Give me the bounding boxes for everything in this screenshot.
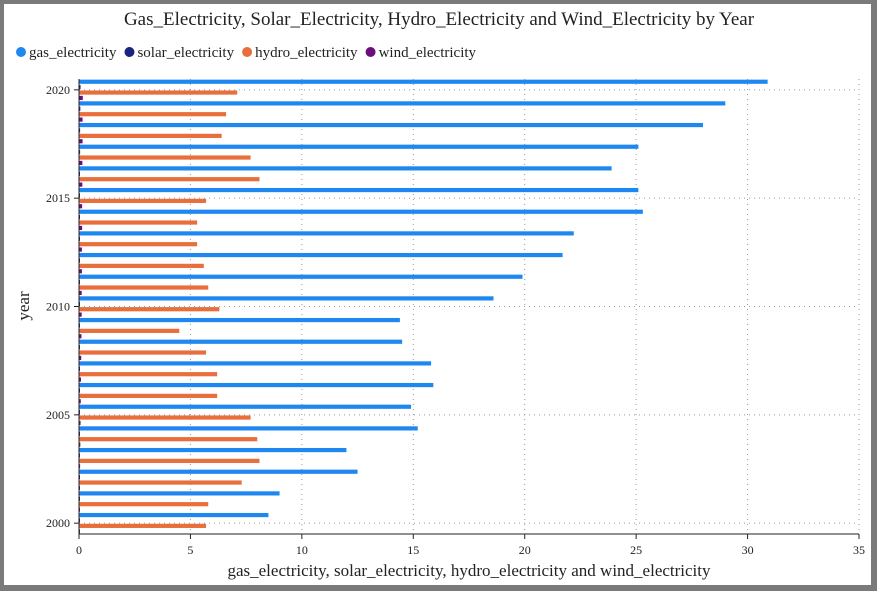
x-tick-label: 5 (187, 543, 193, 557)
bar-wind_electricity-2018 (79, 139, 83, 144)
x-tick-label: 20 (519, 543, 531, 557)
gridlines (79, 79, 860, 534)
bar-gas_electricity-2014 (79, 209, 643, 214)
bar-hydro_electricity-2006 (79, 393, 218, 398)
bars (79, 79, 768, 534)
bar-gas_electricity-2003 (79, 447, 347, 453)
bar-gas_electricity-2009 (79, 317, 400, 323)
legend-label-gas_electricity: gas_electricity (29, 45, 117, 61)
chart-title: Gas_Electricity, Solar_Electricity, Hydr… (124, 9, 755, 30)
bar-wind_electricity-2010 (79, 312, 82, 317)
bar-hydro_electricity-2002 (79, 480, 242, 485)
bar-gas_electricity-2000 (79, 512, 269, 518)
legend-swatch-hydro_electricity (242, 47, 253, 57)
bar-gas_electricity-2006 (79, 382, 434, 388)
bar-gas_electricity-2007 (79, 361, 432, 366)
bar-gas_electricity-2017 (79, 144, 639, 149)
bar-gas_electricity-2011 (79, 274, 523, 279)
bar-wind_electricity-2016 (79, 182, 83, 187)
bar-gas_electricity-2002 (79, 469, 358, 474)
y-tick-label: 2010 (46, 300, 70, 314)
bar-wind_electricity-2013 (79, 247, 82, 252)
bar-wind_electricity-2006 (79, 399, 81, 404)
bar-wind_electricity-2020 (79, 95, 83, 101)
legend-swatch-solar_electricity (124, 47, 135, 57)
bar-wind_electricity-2019 (79, 117, 83, 122)
bar-hydro_electricity-2001 (79, 502, 209, 507)
legend-label-solar_electricity: solar_electricity (137, 45, 234, 61)
bar-hydro_electricity-2000 (79, 523, 207, 528)
bar-hydro_electricity-2009 (79, 328, 180, 333)
y-axis-ticks: 2000 2005 2010 2015 2020 (46, 83, 79, 530)
bar-hydro_electricity-2005 (79, 415, 251, 420)
legend-swatch-wind_electricity (365, 47, 376, 57)
bar-gas_electricity-2010 (79, 296, 494, 301)
bar-solar_electricity-2018 (79, 128, 81, 133)
bar-wind_electricity-2015 (79, 204, 83, 209)
x-axis-label: gas_electricity, solar_electricity, hydr… (227, 561, 711, 580)
bar-hydro_electricity-2015 (79, 198, 207, 203)
bar-wind_electricity-2009 (79, 334, 82, 339)
y-tick-label: 2005 (46, 408, 70, 422)
chart-frame: Gas_Electricity, Solar_Electricity, Hydr… (4, 4, 871, 585)
bar-gas_electricity-2015 (79, 187, 639, 193)
legend-label-wind_electricity: wind_electricity (379, 45, 477, 61)
bar-gas_electricity-2005 (79, 404, 412, 409)
bar-wind_electricity-2011 (79, 290, 82, 296)
bar-hydro_electricity-2010 (79, 307, 220, 312)
legend-swatch-gas_electricity (16, 47, 26, 57)
bar-solar_electricity-2019 (79, 106, 81, 111)
bar-hydro_electricity-2016 (79, 177, 260, 182)
x-tick-label: 35 (853, 543, 865, 557)
bar-wind_electricity-2008 (79, 355, 82, 361)
bar-gas_electricity-2013 (79, 231, 574, 236)
x-tick-label: 15 (407, 543, 419, 557)
bar-wind_electricity-2003 (79, 464, 81, 469)
x-tick-label: 25 (630, 543, 642, 557)
bar-wind_electricity-2005 (79, 420, 81, 426)
bar-hydro_electricity-2013 (79, 242, 198, 247)
bar-hydro_electricity-2004 (79, 437, 258, 442)
bar-wind_electricity-2004 (79, 442, 81, 447)
bar-chart: Gas_Electricity, Solar_Electricity, Hydr… (14, 9, 865, 580)
legend: gas_electricity solar_electricity hydro_el… (16, 45, 477, 61)
bar-gas_electricity-2019 (79, 101, 726, 106)
bar-hydro_electricity-2017 (79, 155, 251, 160)
bar-gas_electricity-2001 (79, 491, 280, 496)
bar-gas_electricity-2018 (79, 122, 703, 128)
x-tick-label: 0 (76, 543, 82, 557)
bar-wind_electricity-2012 (79, 269, 82, 274)
bar-wind_electricity-2007 (79, 377, 82, 382)
bar-hydro_electricity-2014 (79, 220, 198, 225)
bar-solar_electricity-2017 (79, 150, 81, 155)
x-axis-ticks: 0 5 10 15 20 25 30 35 (76, 534, 865, 557)
bar-hydro_electricity-2011 (79, 285, 209, 290)
bar-hydro_electricity-2003 (79, 458, 260, 463)
bar-gas_electricity-2004 (79, 426, 418, 431)
bar-gas_electricity-2016 (79, 166, 612, 171)
bar-gas_electricity-2012 (79, 252, 563, 258)
y-tick-label: 2000 (46, 516, 70, 530)
x-tick-label: 30 (742, 543, 754, 557)
bar-hydro_electricity-2020 (79, 90, 238, 95)
y-tick-label: 2020 (46, 83, 70, 97)
y-axis-label: year (14, 291, 33, 321)
bar-gas_electricity-2008 (79, 339, 403, 344)
bar-hydro_electricity-2008 (79, 350, 207, 355)
bar-wind_electricity-2017 (79, 160, 83, 166)
bar-hydro_electricity-2019 (79, 112, 227, 117)
legend-label-hydro_electricity: hydro_electricity (255, 45, 358, 61)
bar-hydro_electricity-2007 (79, 372, 218, 377)
bar-hydro_electricity-2018 (79, 133, 222, 138)
bar-wind_electricity-2014 (79, 225, 83, 231)
bar-hydro_electricity-2012 (79, 263, 204, 268)
x-tick-label: 10 (296, 543, 308, 557)
y-tick-label: 2015 (46, 191, 70, 205)
bar-solar_electricity-2020 (79, 85, 81, 90)
bar-gas_electricity-2020 (79, 79, 768, 84)
